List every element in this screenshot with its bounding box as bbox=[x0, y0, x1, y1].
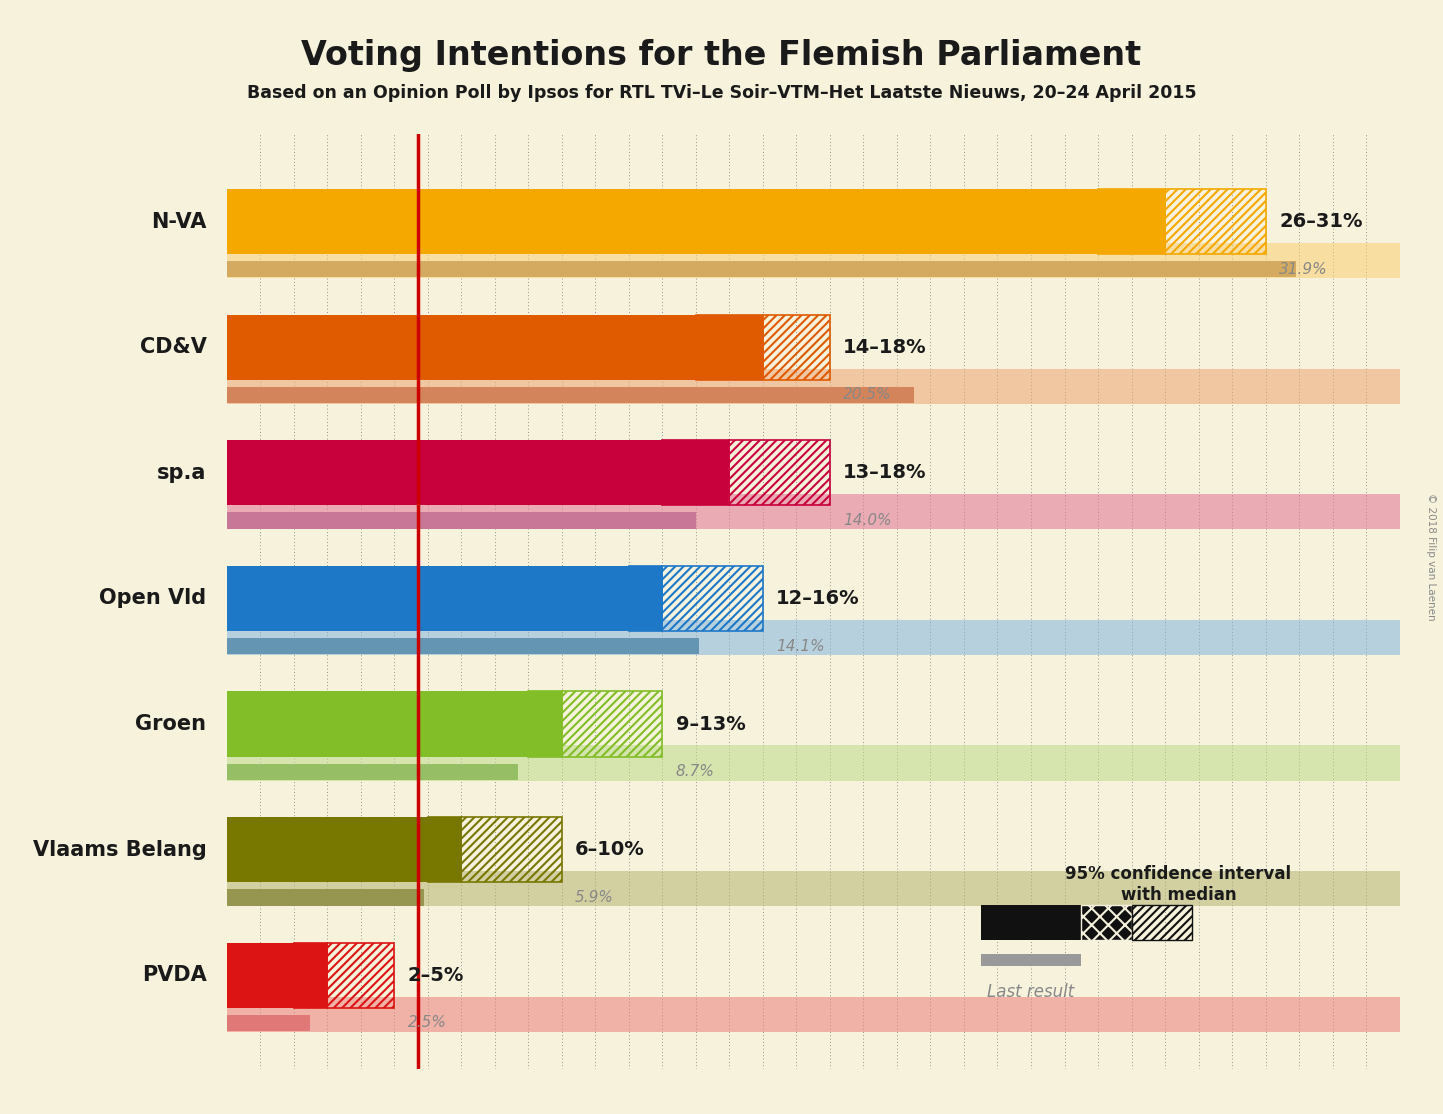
Bar bbox=[227, 440, 662, 506]
Bar bbox=[227, 189, 1098, 254]
Bar bbox=[227, 1015, 310, 1032]
Bar bbox=[328, 942, 394, 1008]
Bar bbox=[427, 817, 462, 882]
Text: © 2018 Filip van Laenen: © 2018 Filip van Laenen bbox=[1426, 494, 1436, 620]
Bar bbox=[227, 745, 1400, 781]
Text: sp.a: sp.a bbox=[157, 462, 206, 482]
Text: Last result: Last result bbox=[987, 983, 1075, 1000]
Bar bbox=[227, 619, 1400, 655]
Bar bbox=[662, 566, 763, 631]
Text: PVDA: PVDA bbox=[141, 965, 206, 985]
Text: Vlaams Belang: Vlaams Belang bbox=[33, 840, 206, 860]
Bar bbox=[561, 692, 662, 756]
Bar bbox=[1165, 189, 1266, 254]
Bar bbox=[227, 817, 427, 882]
Bar bbox=[227, 638, 700, 654]
Text: Based on an Opinion Poll by Ipsos for RTL TVi–Le Soir–VTM–Het Laatste Nieuws, 20: Based on an Opinion Poll by Ipsos for RT… bbox=[247, 84, 1196, 101]
Bar bbox=[696, 314, 763, 380]
Text: 9–13%: 9–13% bbox=[675, 714, 746, 733]
Text: 20.5%: 20.5% bbox=[843, 388, 892, 402]
Text: 31.9%: 31.9% bbox=[1278, 262, 1328, 277]
Bar bbox=[227, 495, 1400, 529]
Bar bbox=[227, 512, 696, 529]
Text: Voting Intentions for the Flemish Parliament: Voting Intentions for the Flemish Parlia… bbox=[302, 39, 1141, 72]
Bar bbox=[227, 763, 518, 780]
Text: 6–10%: 6–10% bbox=[576, 840, 645, 859]
Bar bbox=[227, 369, 1400, 403]
Bar bbox=[1081, 905, 1131, 940]
Bar bbox=[227, 997, 1400, 1032]
Text: 95% confidence interval
with median: 95% confidence interval with median bbox=[1065, 866, 1291, 905]
Text: Open Vld: Open Vld bbox=[100, 588, 206, 608]
Bar bbox=[227, 692, 528, 756]
Text: N-VA: N-VA bbox=[152, 212, 206, 232]
Bar bbox=[293, 942, 328, 1008]
Text: 14–18%: 14–18% bbox=[843, 338, 926, 356]
Text: 26–31%: 26–31% bbox=[1278, 212, 1362, 231]
Bar bbox=[1098, 189, 1165, 254]
Bar bbox=[763, 314, 830, 380]
Bar bbox=[227, 261, 1296, 277]
Text: 14.1%: 14.1% bbox=[776, 638, 825, 654]
Bar bbox=[1131, 905, 1192, 940]
Bar bbox=[227, 871, 1400, 906]
Text: CD&V: CD&V bbox=[140, 338, 206, 358]
Bar bbox=[528, 692, 561, 756]
Text: 2.5%: 2.5% bbox=[407, 1016, 446, 1030]
Bar bbox=[729, 440, 830, 506]
Text: 8.7%: 8.7% bbox=[675, 764, 714, 780]
Bar bbox=[227, 889, 424, 906]
Bar bbox=[227, 314, 696, 380]
Bar bbox=[227, 243, 1400, 278]
Text: 12–16%: 12–16% bbox=[776, 589, 860, 608]
Bar bbox=[227, 566, 629, 631]
Bar bbox=[981, 905, 1081, 940]
Text: 14.0%: 14.0% bbox=[843, 514, 892, 528]
Text: 5.9%: 5.9% bbox=[576, 890, 613, 905]
Bar bbox=[662, 440, 729, 506]
Text: 13–18%: 13–18% bbox=[843, 463, 926, 482]
Text: 2–5%: 2–5% bbox=[407, 966, 463, 985]
Bar bbox=[227, 942, 293, 1008]
Bar bbox=[462, 817, 561, 882]
Text: Groen: Groen bbox=[136, 714, 206, 734]
Bar bbox=[629, 566, 662, 631]
Bar bbox=[227, 387, 913, 403]
Bar bbox=[981, 954, 1081, 967]
